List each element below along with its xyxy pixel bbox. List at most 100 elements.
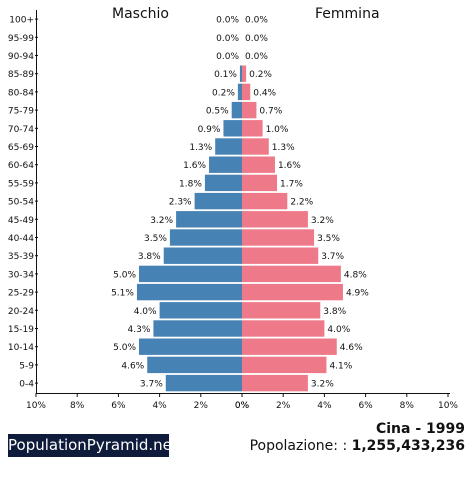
age-group-label: 65-69: [8, 143, 34, 153]
age-group-label: 5-9: [19, 361, 34, 371]
female-value-label: 4.8%: [344, 270, 367, 280]
age-group-label: 85-89: [8, 70, 34, 80]
male-value-label: 4.0%: [134, 307, 157, 317]
male-bar-25-29: [136, 283, 242, 301]
female-value-label: 4.6%: [340, 343, 363, 353]
male-value-label: 0.0%: [216, 16, 239, 26]
male-bar-15-19: [153, 320, 242, 337]
female-bar-60-64: [242, 156, 275, 173]
x-tick-label-left: 6%: [111, 401, 126, 411]
female-value-label: 0.0%: [245, 16, 268, 26]
female-value-label: 1.0%: [266, 125, 289, 135]
age-group-label: 15-19: [8, 325, 34, 335]
age-group-label: 40-44: [8, 234, 34, 244]
x-tick-label-left: 4%: [152, 401, 167, 411]
female-bar-30-34: [242, 265, 341, 283]
male-bar-80-84: [237, 83, 242, 101]
female-value-label: 0.0%: [245, 52, 268, 62]
female-bar-55-59: [242, 174, 278, 192]
population-pyramid-chart: 0.0% 0.0% 100+ 0.0% 0.0% 95-99 0.0% 0.0% 90-94 0.…: [8, 10, 458, 411]
male-bar-20-24: [159, 302, 242, 319]
male-value-label: 5.1%: [111, 289, 134, 299]
female-value-label: 4.1%: [329, 361, 352, 371]
age-group-label: 25-29: [8, 289, 34, 299]
female-bar-45-49: [242, 211, 308, 228]
female-value-label: 1.6%: [278, 161, 301, 171]
female-bar-10-14: [242, 338, 337, 355]
male-bar-10-14: [139, 338, 242, 355]
male-value-label: 5.0%: [113, 343, 136, 353]
female-bar-70-74: [242, 120, 263, 137]
male-value-label: 1.3%: [189, 143, 212, 153]
male-value-label: 0.2%: [212, 88, 235, 98]
female-bar-35-39: [242, 247, 319, 264]
male-value-label: 0.0%: [216, 52, 239, 62]
male-value-label: 3.8%: [138, 252, 161, 262]
age-group-label: 55-59: [8, 179, 34, 189]
population-value: 1,255,433,236: [351, 438, 465, 454]
x-tick-label-right: 8%: [400, 401, 415, 411]
x-tick-label-left: 10%: [26, 401, 46, 411]
female-bar-5-9: [242, 356, 327, 374]
female-bar-80-84: [242, 83, 251, 101]
female-bar-75-79: [242, 101, 257, 119]
male-bar-30-34: [139, 265, 242, 283]
age-group-label: 20-24: [8, 307, 34, 317]
age-group-label: 60-64: [8, 161, 34, 171]
age-group-label: 95-99: [8, 34, 34, 44]
female-value-label: 3.5%: [317, 234, 340, 244]
x-tick-label-right: 10%: [438, 401, 458, 411]
age-group-label: 75-79: [8, 107, 34, 117]
female-value-label: 3.8%: [323, 307, 346, 317]
female-bar-65-69: [242, 138, 269, 155]
age-group-label: 30-34: [8, 270, 34, 280]
male-value-label: 0.0%: [216, 34, 239, 44]
female-bar-15-19: [242, 320, 325, 337]
female-value-label: 4.9%: [346, 289, 369, 299]
male-value-label: 0.5%: [206, 107, 229, 117]
male-header: Maschio: [112, 6, 169, 22]
x-tick-label-right: 4%: [317, 401, 332, 411]
female-header: Femmina: [315, 6, 380, 22]
male-value-label: 1.8%: [179, 179, 202, 189]
male-value-label: 0.1%: [214, 70, 237, 80]
female-value-label: 1.7%: [280, 179, 303, 189]
female-value-label: 3.2%: [311, 380, 334, 390]
brand-logo[interactable]: PopulationPyramid.net: [8, 434, 178, 457]
female-value-label: 3.2%: [311, 216, 334, 226]
age-group-label: 70-74: [8, 125, 34, 135]
male-bar-5-9: [147, 356, 242, 374]
age-group-label: 80-84: [8, 88, 34, 98]
male-bar-50-54: [194, 192, 242, 210]
male-bar-40-44: [169, 229, 242, 246]
female-bar-20-24: [242, 302, 321, 319]
male-bar-45-49: [176, 211, 242, 228]
male-bar-85-89: [239, 65, 242, 82]
male-bar-55-59: [204, 174, 242, 192]
female-bar-40-44: [242, 229, 315, 246]
age-group-label: 35-39: [8, 252, 34, 262]
female-value-label: 3.7%: [321, 252, 344, 262]
male-bar-75-79: [231, 101, 242, 119]
female-value-label: 2.2%: [290, 198, 313, 208]
male-value-label: 2.3%: [169, 198, 192, 208]
female-value-label: 0.0%: [245, 34, 268, 44]
x-tick-label-left: 2%: [194, 401, 209, 411]
female-bar-25-29: [242, 283, 343, 301]
male-value-label: 4.3%: [128, 325, 151, 335]
female-value-label: 1.3%: [272, 143, 295, 153]
female-value-label: 0.2%: [249, 70, 272, 80]
male-bar-60-64: [209, 156, 242, 173]
x-tick-label-right: 2%: [276, 401, 291, 411]
population-label: Popolazione: :: [249, 438, 348, 454]
male-bar-65-69: [215, 138, 242, 155]
population-total: Popolazione: : 1,255,433,236: [250, 438, 465, 454]
x-tick-label-left: 8%: [70, 401, 85, 411]
female-bar-0-4: [242, 374, 308, 392]
female-value-label: 4.0%: [327, 325, 350, 335]
male-value-label: 4.6%: [121, 361, 144, 371]
male-value-label: 3.7%: [140, 380, 163, 390]
male-value-label: 3.2%: [150, 216, 173, 226]
age-group-label: 50-54: [8, 198, 34, 208]
country-year-title: Cina - 1999: [375, 421, 465, 437]
